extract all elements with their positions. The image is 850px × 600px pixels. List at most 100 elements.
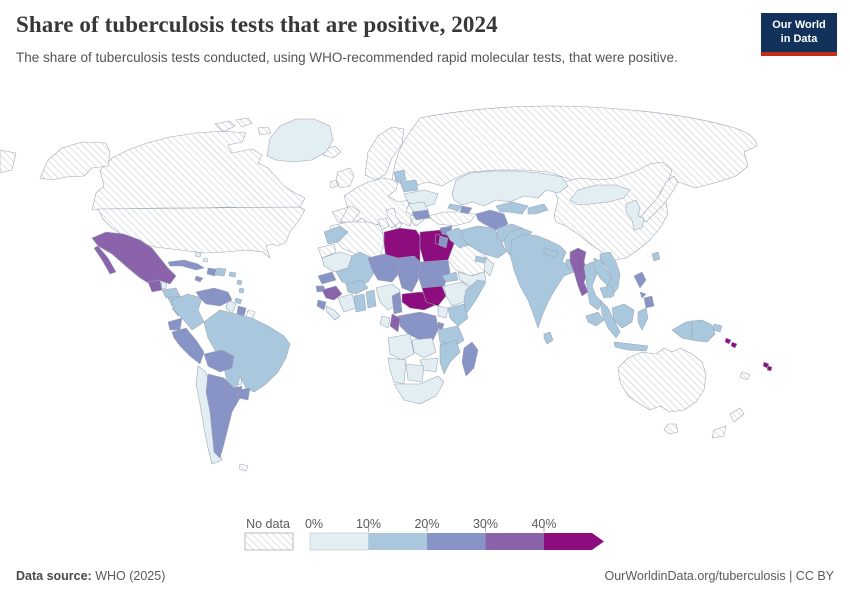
region-cambodia[interactable]: [599, 285, 615, 299]
region-kyrgyzstan-tajikistan[interactable]: [527, 203, 549, 215]
region-haiti[interactable]: [206, 267, 217, 277]
footer-link[interactable]: OurWorldinData.org/tuberculosis | CC BY: [604, 569, 835, 583]
region-sri-lanka[interactable]: [543, 331, 554, 345]
region-ghana[interactable]: [353, 293, 367, 313]
region-korea[interactable]: [625, 199, 645, 231]
region-morocco[interactable]: [323, 225, 349, 245]
region-myanmar[interactable]: [569, 247, 589, 297]
region-vietnam[interactable]: [599, 251, 621, 299]
legend-bin-40-plus[interactable]: [544, 533, 604, 550]
no-data-swatch[interactable]: [244, 532, 294, 551]
region-mozambique[interactable]: [439, 339, 461, 375]
region-somalia[interactable]: [463, 279, 487, 315]
region-azerbaijan[interactable]: [459, 205, 473, 215]
region-mongolia[interactable]: [569, 184, 631, 206]
region-indonesia[interactable]: [599, 299, 693, 352]
region-congo[interactable]: [389, 313, 401, 333]
region-uae-qatar[interactable]: [474, 255, 487, 264]
region-bolivia[interactable]: [203, 349, 235, 373]
data-source: Data source: WHO (2025): [16, 569, 165, 583]
world-choropleth-map: [0, 105, 773, 472]
region-mexico[interactable]: [91, 231, 177, 285]
legend-bin-30-40[interactable]: [485, 533, 545, 550]
region-turkey[interactable]: [427, 211, 477, 227]
region-new-caledonia[interactable]: [739, 371, 751, 381]
region-japan[interactable]: [639, 175, 679, 223]
region-uzbekistan[interactable]: [495, 201, 529, 215]
region-niger[interactable]: [367, 253, 401, 283]
region-solomon-islands[interactable]: [724, 337, 738, 349]
region-iran[interactable]: [461, 225, 507, 259]
data-source-label: Data source:: [16, 569, 92, 583]
region-guinea[interactable]: [321, 285, 343, 301]
region-new-zealand[interactable]: [711, 407, 745, 439]
region-jordan[interactable]: [438, 235, 449, 249]
no-data-label: No data: [246, 517, 290, 531]
region-botswana[interactable]: [405, 363, 425, 383]
region-kenya[interactable]: [447, 303, 469, 327]
region-belarus[interactable]: [399, 179, 419, 193]
legend-tick-label-1: 10%: [356, 517, 381, 531]
region-falkland-islands[interactable]: [238, 463, 249, 472]
legend-bin-10-20[interactable]: [368, 533, 428, 550]
legend-tick-label-4: 40%: [531, 517, 556, 531]
region-ivory-coast[interactable]: [337, 293, 357, 313]
region-dominican-republic[interactable]: [215, 267, 227, 277]
owid-logo-line2: in Data: [780, 32, 818, 45]
owid-logo[interactable]: Our World in Data: [761, 13, 837, 56]
region-tunisia[interactable]: [377, 217, 390, 231]
region-eritrea[interactable]: [441, 271, 459, 283]
region-cameroon[interactable]: [391, 291, 403, 315]
region-venezuela[interactable]: [195, 287, 233, 307]
region-lesser-antilles[interactable]: [236, 279, 245, 294]
legend-tick-label-3: 30%: [473, 517, 498, 531]
region-malaysia[interactable]: [585, 311, 605, 327]
region-nepal[interactable]: [543, 247, 559, 259]
region-philippines[interactable]: [633, 271, 655, 309]
region-oman[interactable]: [483, 257, 495, 277]
region-zambia[interactable]: [411, 337, 437, 359]
region-burkina-faso[interactable]: [345, 279, 369, 295]
region-sierra-leone[interactable]: [316, 299, 327, 311]
region-south-africa[interactable]: [393, 375, 445, 405]
region-papua-new-guinea[interactable]: [691, 319, 723, 343]
region-greenland[interactable]: [266, 118, 334, 163]
region-liberia[interactable]: [325, 305, 341, 321]
region-angola[interactable]: [387, 333, 415, 361]
region-bahamas[interactable]: [194, 251, 209, 263]
region-chad[interactable]: [397, 255, 421, 293]
region-taiwan[interactable]: [651, 251, 661, 262]
region-madagascar[interactable]: [461, 341, 479, 377]
region-uganda[interactable]: [437, 305, 449, 319]
legend-tick-label-0: 0%: [305, 517, 323, 531]
region-togo-benin[interactable]: [365, 289, 377, 309]
region-kazakhstan[interactable]: [451, 170, 569, 207]
data-source-value: WHO (2025): [91, 569, 166, 583]
region-georgia[interactable]: [447, 203, 463, 212]
region-argentina[interactable]: [205, 373, 243, 459]
region-trinidad[interactable]: [234, 297, 243, 305]
region-gabon[interactable]: [379, 315, 391, 329]
region-western-sahara[interactable]: [317, 243, 337, 259]
region-bulgaria[interactable]: [411, 209, 431, 221]
region-uruguay[interactable]: [237, 387, 251, 401]
map-legend: No data 0% 10% 20% 30% 40%: [244, 517, 604, 551]
region-fiji[interactable]: [762, 361, 773, 372]
legend-tick-label-2: 20%: [414, 517, 439, 531]
region-ecuador[interactable]: [167, 317, 183, 331]
region-australia[interactable]: [617, 347, 707, 435]
legend-bin-0-10[interactable]: [309, 532, 369, 551]
region-cuba[interactable]: [167, 259, 205, 271]
region-south-sudan[interactable]: [421, 285, 447, 307]
region-guatemala[interactable]: [147, 279, 163, 293]
region-india[interactable]: [509, 233, 575, 329]
page-title: Share of tuberculosis tests that are pos…: [16, 12, 498, 37]
region-baltic-states[interactable]: [393, 169, 407, 183]
region-puerto-rico[interactable]: [228, 271, 237, 278]
region-namibia[interactable]: [387, 357, 407, 385]
region-canada[interactable]: [91, 117, 306, 211]
region-peru[interactable]: [171, 327, 205, 365]
region-jamaica[interactable]: [194, 275, 204, 283]
region-senegal[interactable]: [317, 271, 337, 285]
legend-bin-20-30[interactable]: [427, 533, 486, 550]
